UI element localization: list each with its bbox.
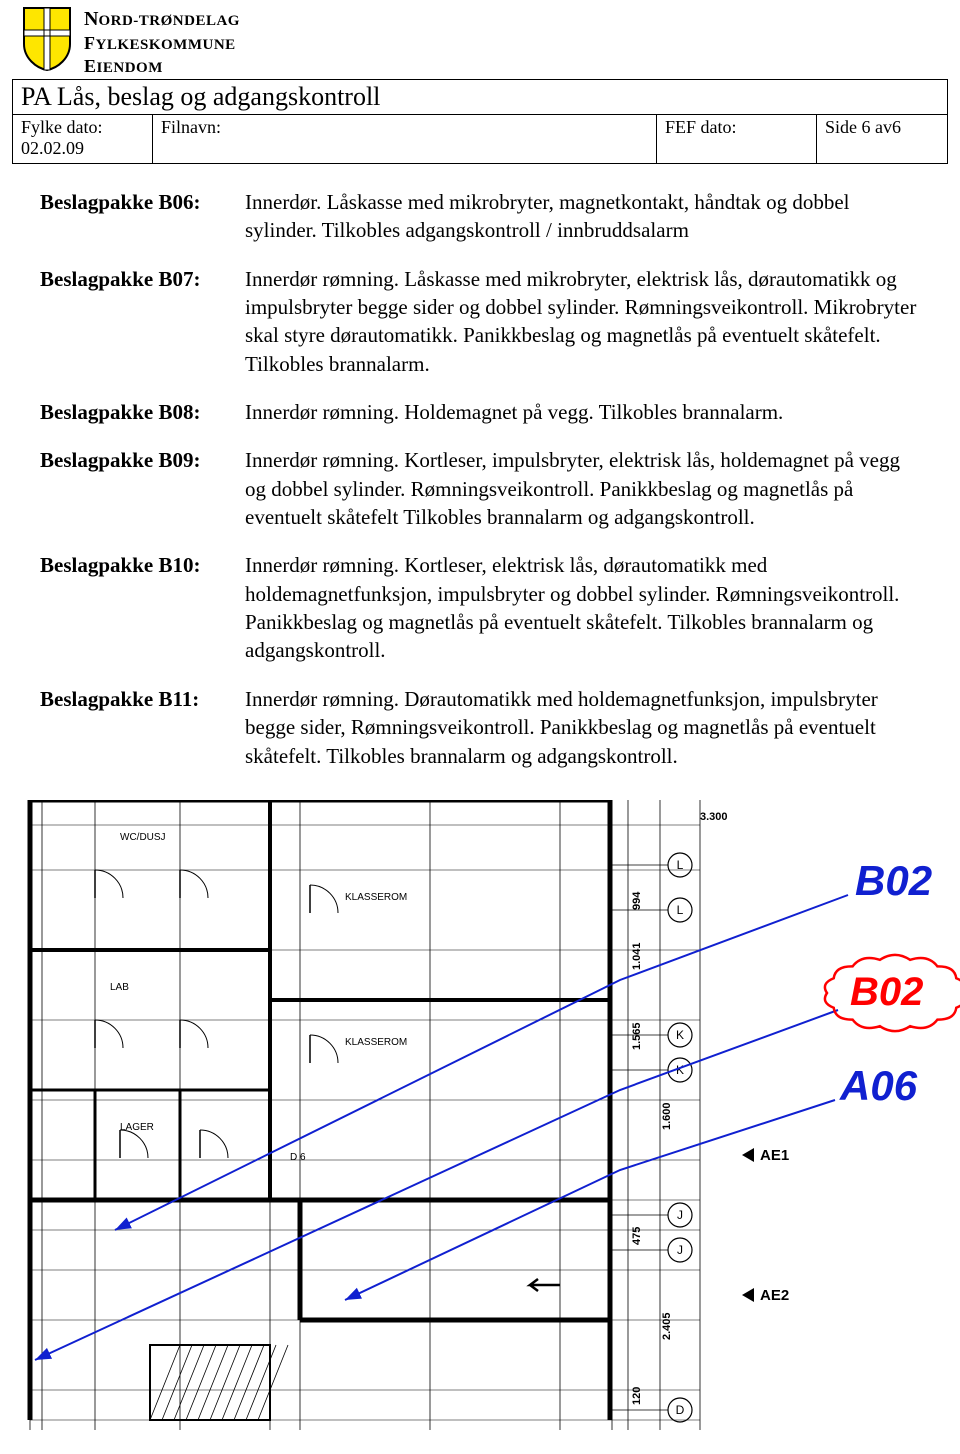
svg-text:A06: A06: [839, 1062, 918, 1109]
svg-text:994: 994: [631, 891, 643, 910]
document-title: PA Lås, beslag og adgangskontroll: [13, 80, 947, 114]
entry-label: Beslagpakke B08:: [40, 398, 245, 426]
meta-row: Fylke dato: 02.02.09 Filnavn: FEF dato: …: [13, 114, 947, 163]
entries-list: Beslagpakke B06: Innerdør. Låskasse med …: [0, 164, 960, 800]
svg-text:KLASSEROM: KLASSEROM: [345, 892, 407, 903]
meta-c3-label: FEF dato:: [665, 117, 808, 138]
entry-b08: Beslagpakke B08: Innerdør rømning. Holde…: [40, 398, 920, 426]
entry-body: Innerdør rømning. Dørautomatikk med hold…: [245, 685, 920, 770]
org-name: NORD-TRØNDELAG FYLKESKOMMUNE EIENDOM: [74, 6, 240, 77]
shield-logo-icon: [20, 6, 74, 72]
svg-text:L: L: [677, 903, 684, 917]
floor-plan-drawing: WC/DUSJLABKLASSEROMKLASSEROMLAGERD 6LLKK…: [0, 800, 960, 1430]
title-box: PA Lås, beslag og adgangskontroll Fylke …: [12, 79, 948, 164]
entry-body: Innerdør rømning. Kortleser, impulsbryte…: [245, 446, 920, 531]
meta-side: Side 6 av6: [817, 115, 947, 163]
svg-text:K: K: [676, 1028, 684, 1042]
meta-fef-dato: FEF dato:: [657, 115, 817, 163]
svg-text:AE2: AE2: [760, 1287, 789, 1304]
meta-filnavn: Filnavn:: [153, 115, 657, 163]
entry-label: Beslagpakke B10:: [40, 551, 245, 664]
svg-text:B02: B02: [850, 970, 923, 1014]
meta-c1-label: Fylke dato:: [21, 117, 144, 138]
svg-text:D 6: D 6: [290, 1152, 306, 1163]
org-line-2: FYLKESKOMMUNE: [84, 33, 240, 54]
svg-text:475: 475: [631, 1226, 643, 1244]
svg-text:1.041: 1.041: [631, 942, 643, 970]
entry-body: Innerdør rømning. Holdemagnet på vegg. T…: [245, 398, 920, 426]
svg-text:L: L: [677, 858, 684, 872]
entry-label: Beslagpakke B07:: [40, 265, 245, 378]
svg-text:2.405: 2.405: [661, 1312, 673, 1340]
page: NORD-TRØNDELAG FYLKESKOMMUNE EIENDOM PA …: [0, 0, 960, 1430]
svg-text:1.565: 1.565: [631, 1022, 643, 1050]
svg-text:LAGER: LAGER: [120, 1122, 154, 1133]
entry-b06: Beslagpakke B06: Innerdør. Låskasse med …: [40, 188, 920, 245]
svg-text:B02: B02: [855, 857, 932, 904]
svg-text:D: D: [676, 1403, 685, 1417]
svg-text:1.600: 1.600: [661, 1102, 673, 1130]
svg-text:WC/DUSJ: WC/DUSJ: [120, 832, 166, 843]
org-l1-rest: ORD-TRØNDELAG: [98, 13, 240, 29]
plan-svg: WC/DUSJLABKLASSEROMKLASSEROMLAGERD 6LLKK…: [0, 800, 960, 1430]
org-line-3: EIENDOM: [84, 56, 240, 77]
meta-c4-label: Side 6 av6: [825, 117, 939, 138]
entry-label: Beslagpakke B09:: [40, 446, 245, 531]
org-line-1: NORD-TRØNDELAG: [84, 8, 240, 31]
org-l3-first: E: [84, 56, 97, 76]
meta-c1-value: 02.02.09: [21, 138, 144, 159]
org-l1-first: N: [84, 8, 98, 30]
meta-fylke-dato: Fylke dato: 02.02.09: [13, 115, 153, 163]
header: NORD-TRØNDELAG FYLKESKOMMUNE EIENDOM: [0, 0, 960, 77]
org-l2-rest: YLKESKOMMUNE: [96, 37, 236, 53]
entry-b11: Beslagpakke B11: Innerdør rømning. Dørau…: [40, 685, 920, 770]
entry-body: Innerdør. Låskasse med mikrobryter, magn…: [245, 188, 920, 245]
entry-b07: Beslagpakke B07: Innerdør rømning. Låska…: [40, 265, 920, 378]
entry-b10: Beslagpakke B10: Innerdør rømning. Kortl…: [40, 551, 920, 664]
svg-text:J: J: [677, 1208, 683, 1222]
entry-label: Beslagpakke B06:: [40, 188, 245, 245]
entry-b09: Beslagpakke B09: Innerdør rømning. Kortl…: [40, 446, 920, 531]
svg-text:3.300: 3.300: [700, 811, 728, 823]
meta-c2-label: Filnavn:: [161, 117, 648, 138]
svg-text:LAB: LAB: [110, 982, 129, 993]
svg-text:KLASSEROM: KLASSEROM: [345, 1037, 407, 1048]
entry-label: Beslagpakke B11:: [40, 685, 245, 770]
entry-body: Innerdør rømning. Låskasse med mikrobryt…: [245, 265, 920, 378]
svg-text:120: 120: [631, 1386, 643, 1404]
svg-text:J: J: [677, 1243, 683, 1257]
svg-text:AE1: AE1: [760, 1147, 789, 1164]
org-l3-rest: IENDOM: [97, 60, 163, 76]
org-l2-first: F: [84, 33, 96, 53]
entry-body: Innerdør rømning. Kortleser, elektrisk l…: [245, 551, 920, 664]
